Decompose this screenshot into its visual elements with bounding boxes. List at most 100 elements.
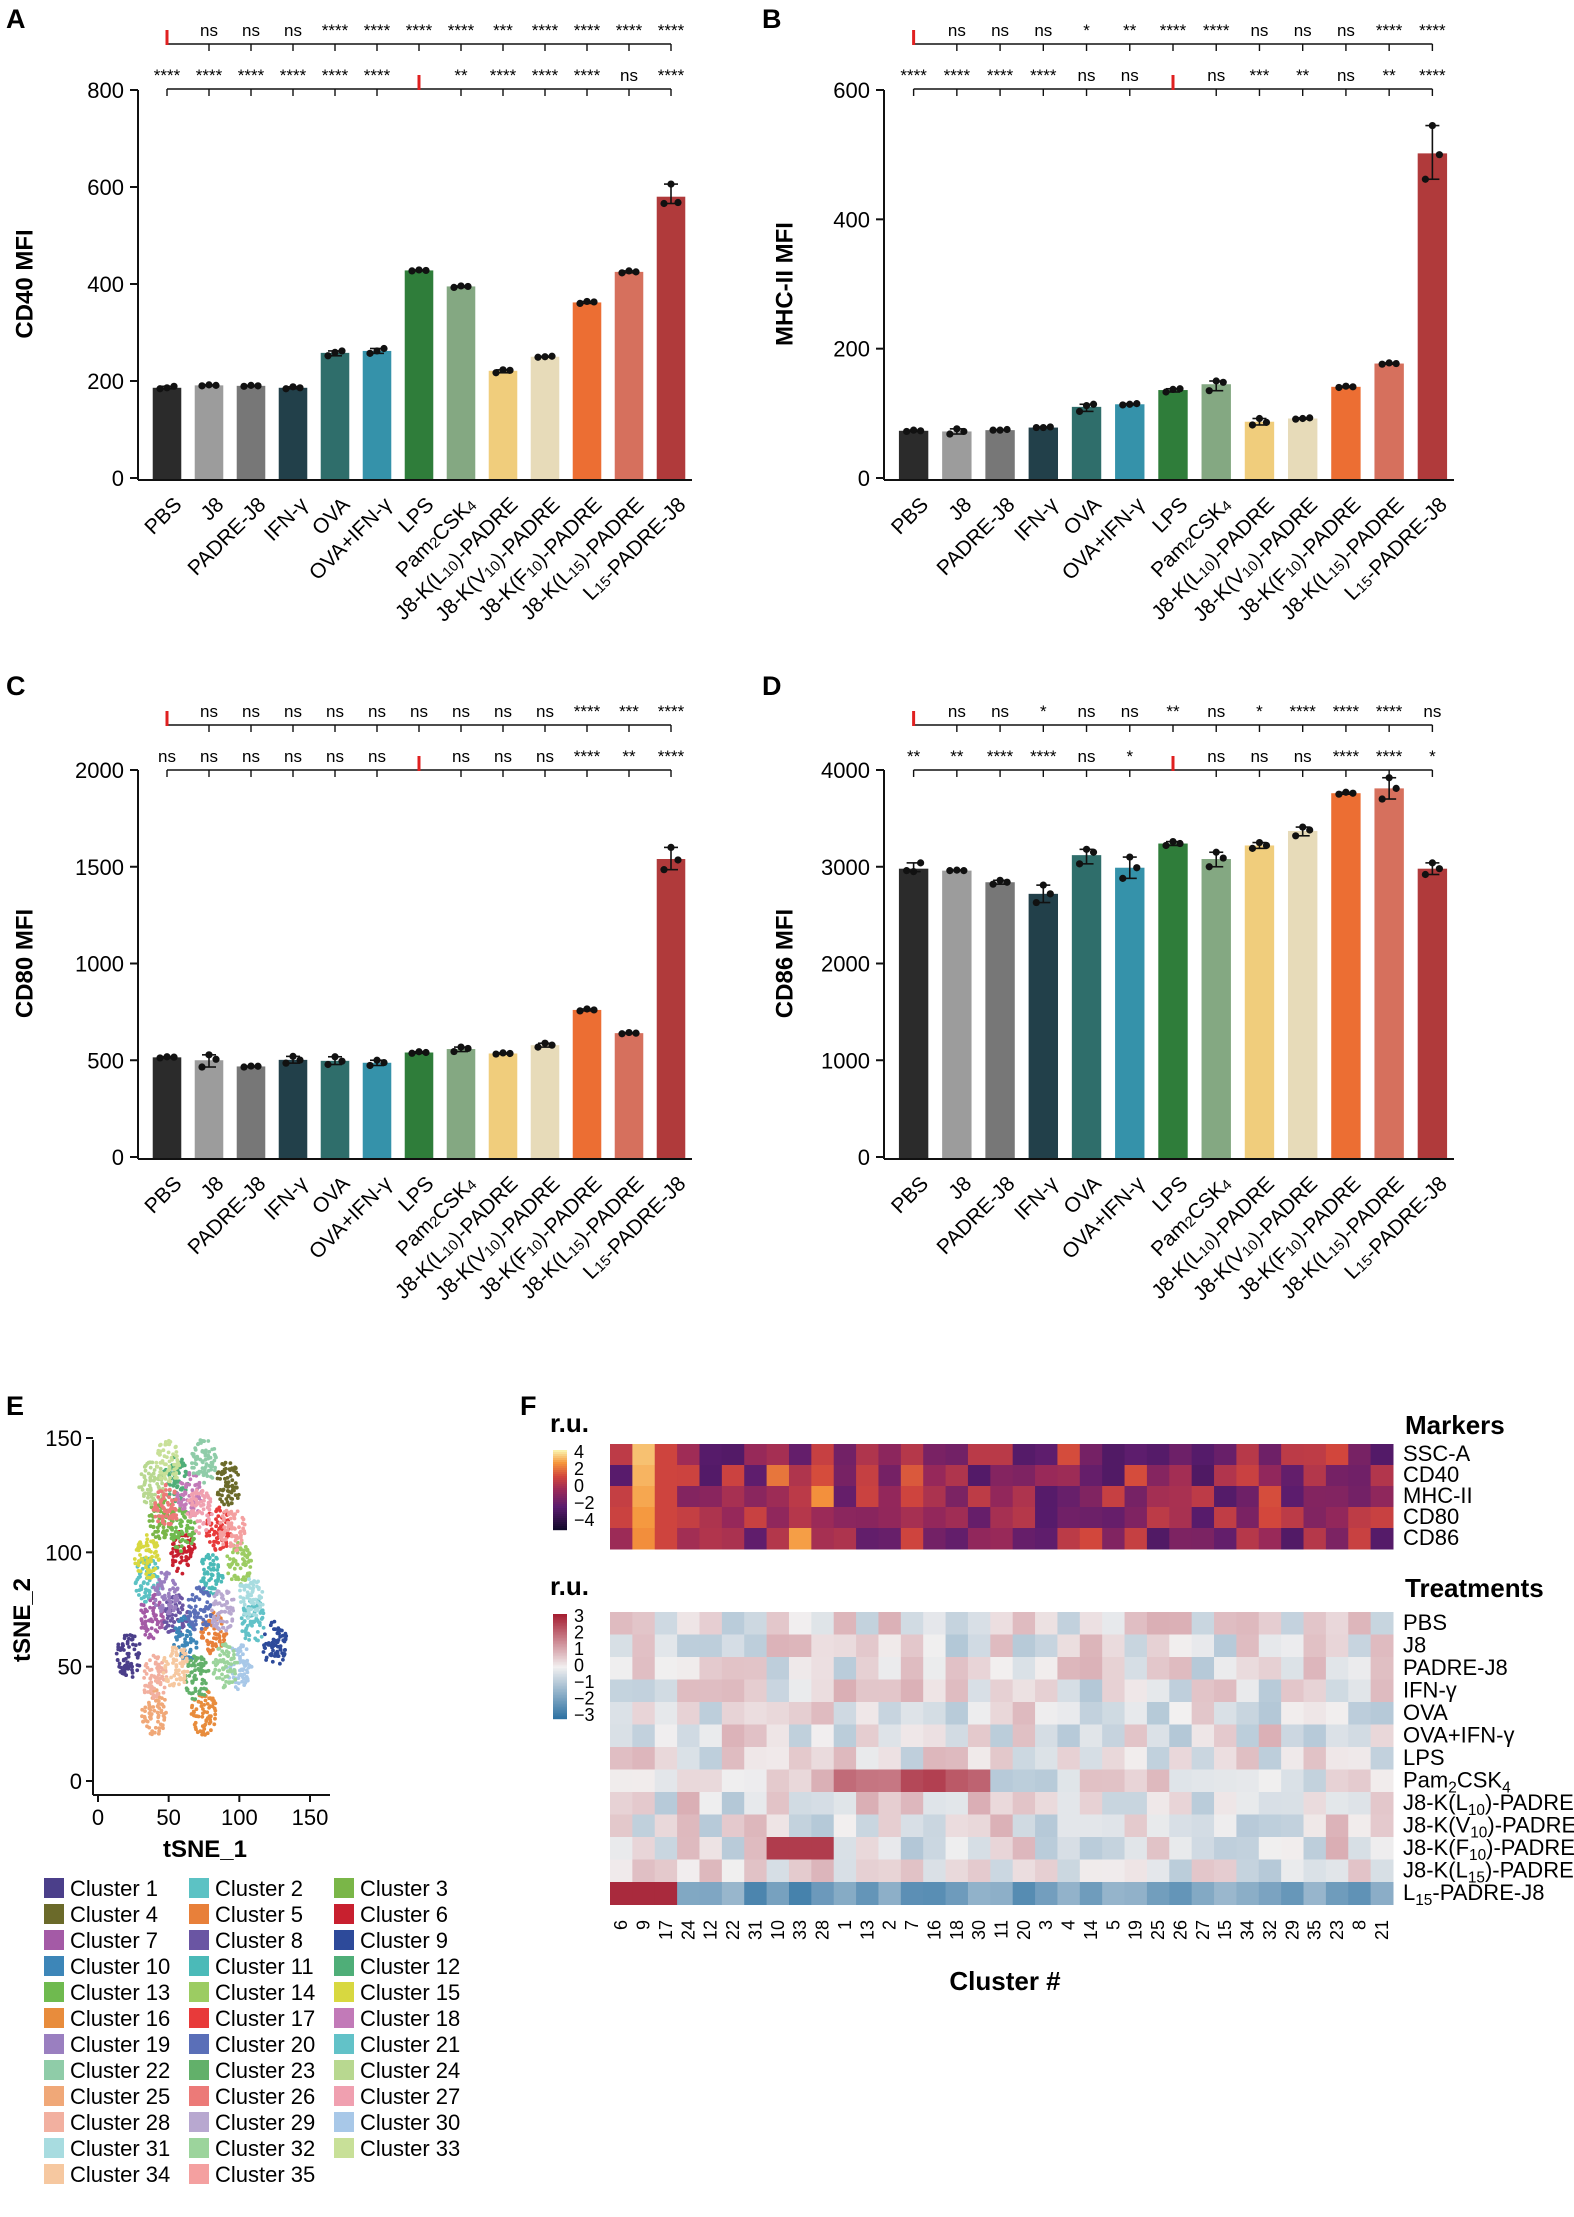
heatmap-cell	[856, 1769, 879, 1793]
heatmap-cell	[811, 1859, 835, 1883]
scale-bar	[553, 1681, 567, 1684]
tsne-point	[248, 1597, 253, 1602]
tsne-point	[204, 1681, 208, 1686]
tsne-point	[201, 1707, 205, 1711]
tsne-point	[162, 1718, 167, 1722]
data-point	[156, 1054, 164, 1062]
data-point	[450, 283, 458, 291]
significance-label: ns	[1294, 21, 1312, 40]
data-point	[1385, 359, 1393, 367]
heatmap-cell	[1236, 1465, 1260, 1487]
heatmap-cell	[1258, 1747, 1282, 1770]
bar-6	[362, 350, 392, 479]
tsne-point	[270, 1659, 275, 1664]
tsne-point	[150, 1732, 154, 1737]
heatmap-cell	[699, 1444, 723, 1466]
heatmap-cell	[1214, 1859, 1237, 1883]
scale-bar	[553, 1621, 567, 1624]
data-point	[576, 1007, 584, 1015]
tsne-point	[192, 1465, 196, 1470]
tsne-point	[139, 1602, 144, 1607]
cluster-column-label: 6	[611, 1920, 631, 1930]
data-point	[1299, 414, 1307, 423]
tsne-point	[153, 1660, 158, 1665]
significance-label: ***	[1250, 66, 1270, 85]
heatmap-cell	[967, 1486, 991, 1508]
tsne-point	[242, 1531, 247, 1536]
significance-label: ****	[1376, 702, 1403, 721]
tsne-point	[180, 1625, 185, 1630]
tsne-point	[196, 1611, 201, 1616]
tsne-point	[245, 1670, 250, 1675]
tsne-point	[202, 1498, 206, 1503]
significance-label: ns	[452, 747, 470, 766]
heatmap-cell	[721, 1444, 745, 1466]
heatmap-cell	[1303, 1528, 1327, 1550]
tsne-point	[251, 1604, 256, 1609]
x-tick-label: 0	[92, 1805, 104, 1830]
data-point	[989, 426, 997, 434]
heatmap-cell	[1348, 1679, 1372, 1703]
cluster-column-label: 14	[1081, 1920, 1101, 1940]
marker-row-label: CD40	[1403, 1462, 1459, 1487]
tsne-point	[173, 1613, 178, 1618]
tsne-point	[248, 1565, 253, 1569]
tsne-point	[144, 1599, 148, 1604]
heatmap-cell	[1079, 1769, 1103, 1793]
legend-label: Cluster 21	[360, 2032, 460, 2057]
heatmap-cell	[900, 1465, 924, 1487]
tsne-point	[166, 1630, 171, 1634]
heatmap-cell	[1169, 1679, 1193, 1703]
tsne-point	[235, 1562, 240, 1567]
scale-bar	[553, 1654, 567, 1657]
heatmap-cell	[744, 1702, 768, 1725]
data-point	[946, 867, 954, 875]
heatmap-cell	[1348, 1528, 1372, 1550]
data-point	[1119, 401, 1127, 409]
heatmap-cell	[1124, 1747, 1148, 1770]
significance-label: ****	[154, 66, 181, 85]
heatmap-cell	[1214, 1769, 1237, 1793]
tsne-point	[153, 1679, 158, 1683]
tsne-point	[180, 1537, 185, 1542]
legend-swatch	[334, 1878, 354, 1898]
tsne-point	[226, 1571, 231, 1576]
tsne-point	[204, 1462, 209, 1466]
treatment-row-label: J8	[1403, 1633, 1426, 1658]
tsne-point	[185, 1669, 190, 1674]
tsne-point	[231, 1544, 236, 1548]
tsne-point	[147, 1704, 152, 1709]
y-tick-label: 1500	[75, 855, 124, 880]
tsne-point	[143, 1705, 148, 1710]
data-point	[331, 348, 339, 356]
significance-label: ****	[196, 66, 223, 85]
heatmap-cell	[1214, 1486, 1237, 1508]
tsne-point	[221, 1625, 225, 1630]
tsne-point	[281, 1654, 286, 1658]
data-point	[331, 1053, 339, 1061]
tsne-point	[197, 1525, 202, 1529]
tsne-point	[253, 1608, 258, 1613]
data-point	[212, 1055, 220, 1063]
tsne-point	[195, 1615, 200, 1619]
bar-8	[1201, 384, 1231, 479]
tsne-point	[151, 1585, 156, 1590]
heatmap-cell	[677, 1837, 700, 1860]
tsne-point	[213, 1667, 218, 1672]
heatmap-cell	[1102, 1837, 1126, 1860]
tsne-point	[147, 1700, 151, 1705]
treatment-row-label: IFN-γ	[1403, 1678, 1457, 1703]
tsne-point	[226, 1528, 230, 1533]
bar-5	[1071, 855, 1102, 1158]
data-point	[156, 385, 164, 393]
tsne-point	[139, 1472, 144, 1477]
tsne-point	[171, 1554, 176, 1559]
tsne-point	[174, 1647, 179, 1651]
tsne-point	[205, 1505, 210, 1510]
data-point	[324, 1060, 332, 1069]
heatmap-cell	[699, 1859, 723, 1883]
heatmap-cell	[900, 1814, 924, 1838]
heatmap-cell	[1035, 1882, 1058, 1905]
heatmap-cell	[632, 1837, 656, 1860]
